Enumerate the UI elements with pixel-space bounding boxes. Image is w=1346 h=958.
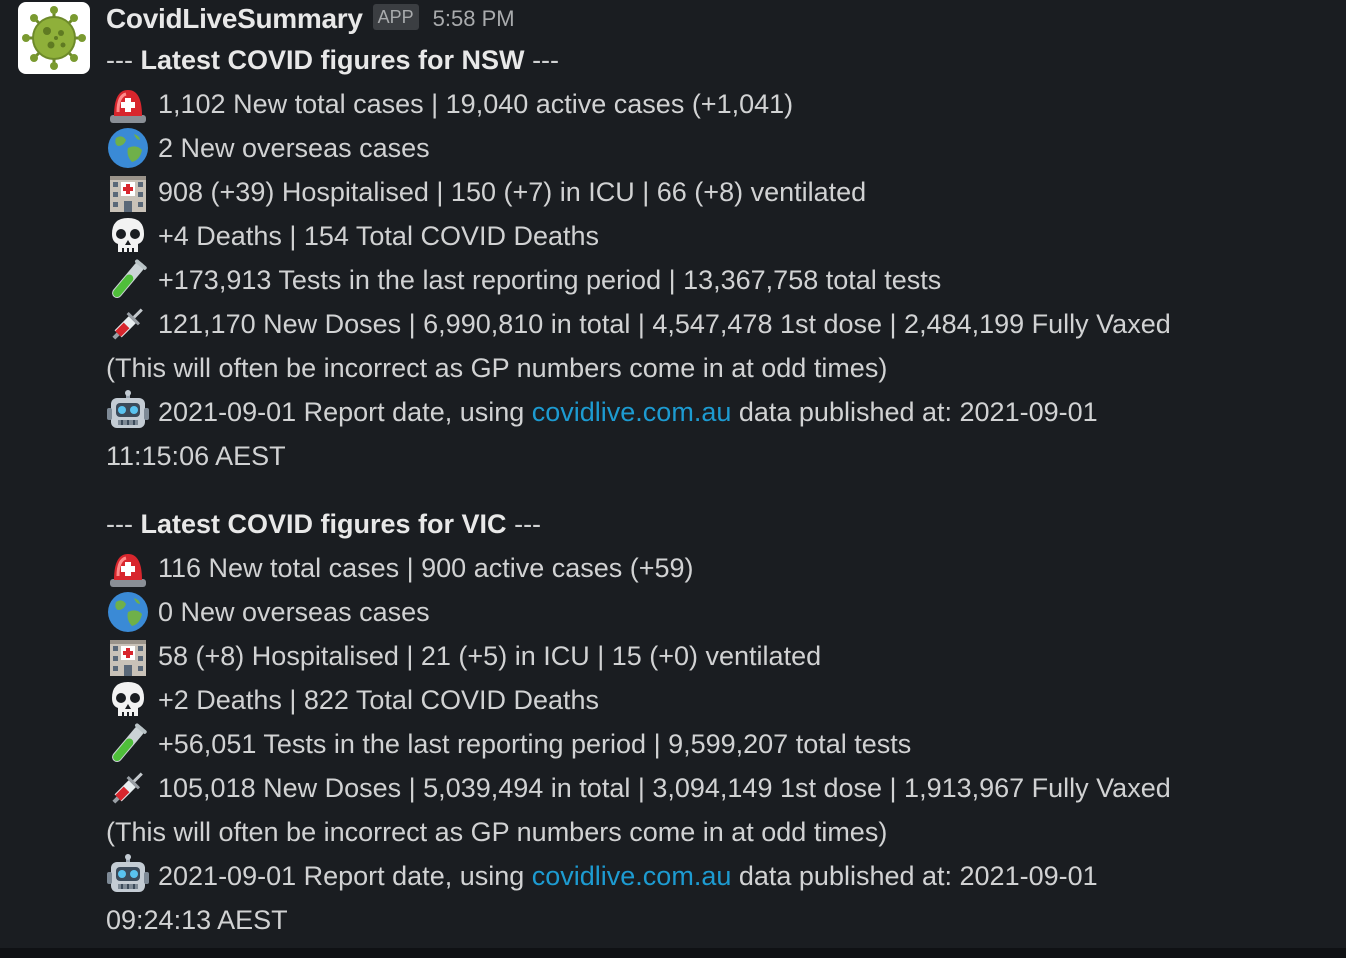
section-vic: --- Latest COVID figures for VIC --- 116… [106, 502, 1336, 942]
deaths-text: +2 Deaths | 822 Total COVID Deaths [158, 685, 600, 715]
section-heading: --- Latest COVID figures for NSW --- [106, 38, 1336, 82]
overseas-line: 0 New overseas cases [106, 590, 1336, 634]
message-content: CovidLiveSummary APP 5:58 PM --- Latest … [106, 0, 1336, 942]
section-spacer [106, 478, 1336, 502]
heading-text: Latest COVID figures for NSW [140, 45, 525, 75]
globe-icon [106, 126, 150, 170]
sender-name[interactable]: CovidLiveSummary [106, 3, 363, 34]
hospital-line: 908 (+39) Hospitalised | 150 (+7) in ICU… [106, 170, 1336, 214]
cases-line: 1,102 New total cases | 19,040 active ca… [106, 82, 1336, 126]
syringe-icon [106, 302, 150, 346]
cases-text: 1,102 New total cases | 19,040 active ca… [158, 89, 794, 119]
message-header: CovidLiveSummary APP 5:58 PM [106, 0, 1336, 38]
report-time: 09:24:13 AEST [106, 905, 288, 935]
section-heading: --- Latest COVID figures for VIC --- [106, 502, 1336, 546]
deaths-line: +4 Deaths | 154 Total COVID Deaths [106, 214, 1336, 258]
hospital-line: 58 (+8) Hospitalised | 21 (+5) in ICU | … [106, 634, 1336, 678]
bottom-divider [0, 948, 1346, 958]
hospital-text: 908 (+39) Hospitalised | 150 (+7) in ICU… [158, 177, 867, 207]
hospital-icon [106, 634, 150, 678]
test-tube-icon [106, 258, 150, 302]
app-badge: APP [372, 4, 419, 30]
robot-icon [106, 854, 150, 898]
message-timestamp[interactable]: 5:58 PM [432, 6, 515, 31]
doses-text: 121,170 New Doses | 6,990,810 in total |… [158, 309, 1171, 339]
bot-avatar[interactable] [18, 2, 90, 74]
tests-text: +173,913 Tests in the last reporting per… [158, 265, 942, 295]
overseas-line: 2 New overseas cases [106, 126, 1336, 170]
virus-icon [22, 6, 86, 70]
overseas-text: 0 New overseas cases [158, 597, 430, 627]
heading-prefix: --- [106, 45, 133, 75]
report-time: 11:15:06 AEST [106, 441, 286, 471]
heading-text: Latest COVID figures for VIC [140, 509, 507, 539]
tests-text: +56,051 Tests in the last reporting peri… [158, 729, 912, 759]
note-text: (This will often be incorrect as GP numb… [106, 353, 888, 383]
report-time-line: 11:15:06 AEST [106, 434, 1336, 478]
deaths-text: +4 Deaths | 154 Total COVID Deaths [158, 221, 600, 251]
doses-line: 121,170 New Doses | 6,990,810 in total |… [106, 302, 1336, 346]
report-prefix: 2021-09-01 Report date, using [158, 397, 532, 427]
tests-line: +56,051 Tests in the last reporting peri… [106, 722, 1336, 766]
doses-line: 105,018 New Doses | 5,039,494 in total |… [106, 766, 1336, 810]
report-time-line: 09:24:13 AEST [106, 898, 1336, 942]
covidlive-link[interactable]: covidlive.com.au [531, 397, 732, 427]
hospital-text: 58 (+8) Hospitalised | 21 (+5) in ICU | … [158, 641, 822, 671]
report-line: 2021-09-01 Report date, using covidlive.… [106, 854, 1336, 898]
report-line: 2021-09-01 Report date, using covidlive.… [106, 390, 1336, 434]
note-text: (This will often be incorrect as GP numb… [106, 817, 888, 847]
note-line: (This will often be incorrect as GP numb… [106, 346, 1336, 390]
report-suffix: data published at: 2021-09-01 [731, 861, 1098, 891]
globe-icon [106, 590, 150, 634]
section-nsw: --- Latest COVID figures for NSW --- 1,1… [106, 38, 1336, 478]
covidlive-link[interactable]: covidlive.com.au [531, 861, 732, 891]
robot-icon [106, 390, 150, 434]
skull-icon [106, 214, 150, 258]
hospital-icon [106, 170, 150, 214]
siren-icon [106, 546, 150, 590]
heading-suffix: --- [514, 509, 542, 539]
report-prefix: 2021-09-01 Report date, using [158, 861, 532, 891]
test-tube-icon [106, 722, 150, 766]
syringe-icon [106, 766, 150, 810]
overseas-text: 2 New overseas cases [158, 133, 430, 163]
heading-prefix: --- [106, 509, 133, 539]
heading-suffix: --- [532, 45, 560, 75]
report-suffix: data published at: 2021-09-01 [731, 397, 1098, 427]
skull-icon [106, 678, 150, 722]
note-line: (This will often be incorrect as GP numb… [106, 810, 1336, 854]
tests-line: +173,913 Tests in the last reporting per… [106, 258, 1336, 302]
deaths-line: +2 Deaths | 822 Total COVID Deaths [106, 678, 1336, 722]
doses-text: 105,018 New Doses | 5,039,494 in total |… [158, 773, 1171, 803]
cases-text: 116 New total cases | 900 active cases (… [158, 553, 694, 583]
siren-icon [106, 82, 150, 126]
cases-line: 116 New total cases | 900 active cases (… [106, 546, 1336, 590]
